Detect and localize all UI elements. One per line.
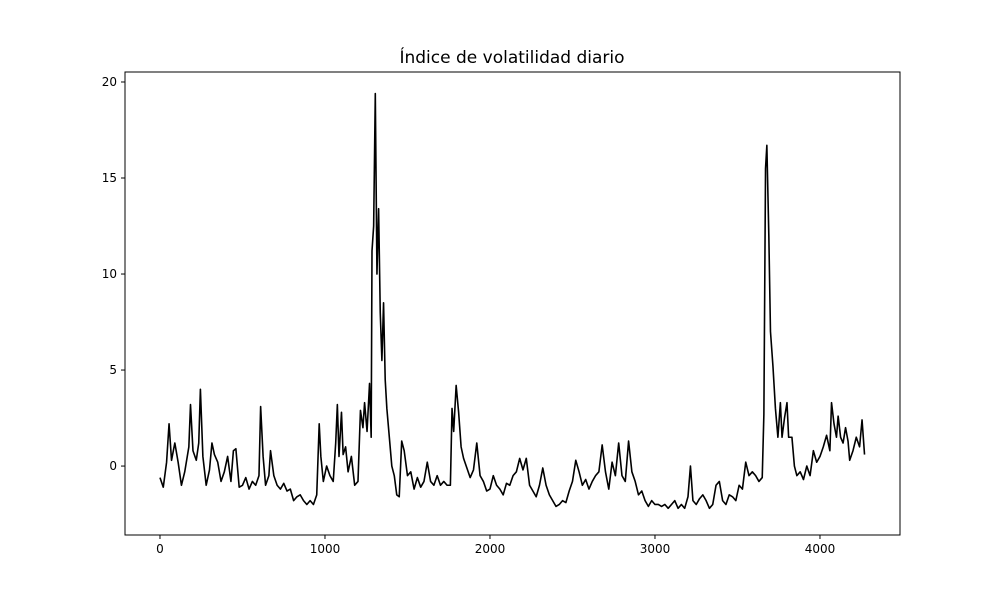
x-tick-label: 1000 [310,542,341,556]
y-tick-label: 10 [102,267,117,281]
y-tick-label: 20 [102,75,117,89]
y-tick-label: 5 [109,363,117,377]
data-line [159,92,866,510]
x-tick-label: 4000 [805,542,836,556]
x-tick-label: 3000 [640,542,671,556]
x-tick-label: 0 [156,542,164,556]
x-tick-label: 2000 [475,542,506,556]
y-tick-label: 0 [109,459,117,473]
y-tick-label: 15 [102,171,117,185]
chart-title: Índice de volatilidad diario [399,46,624,68]
plot-frame [124,71,901,536]
